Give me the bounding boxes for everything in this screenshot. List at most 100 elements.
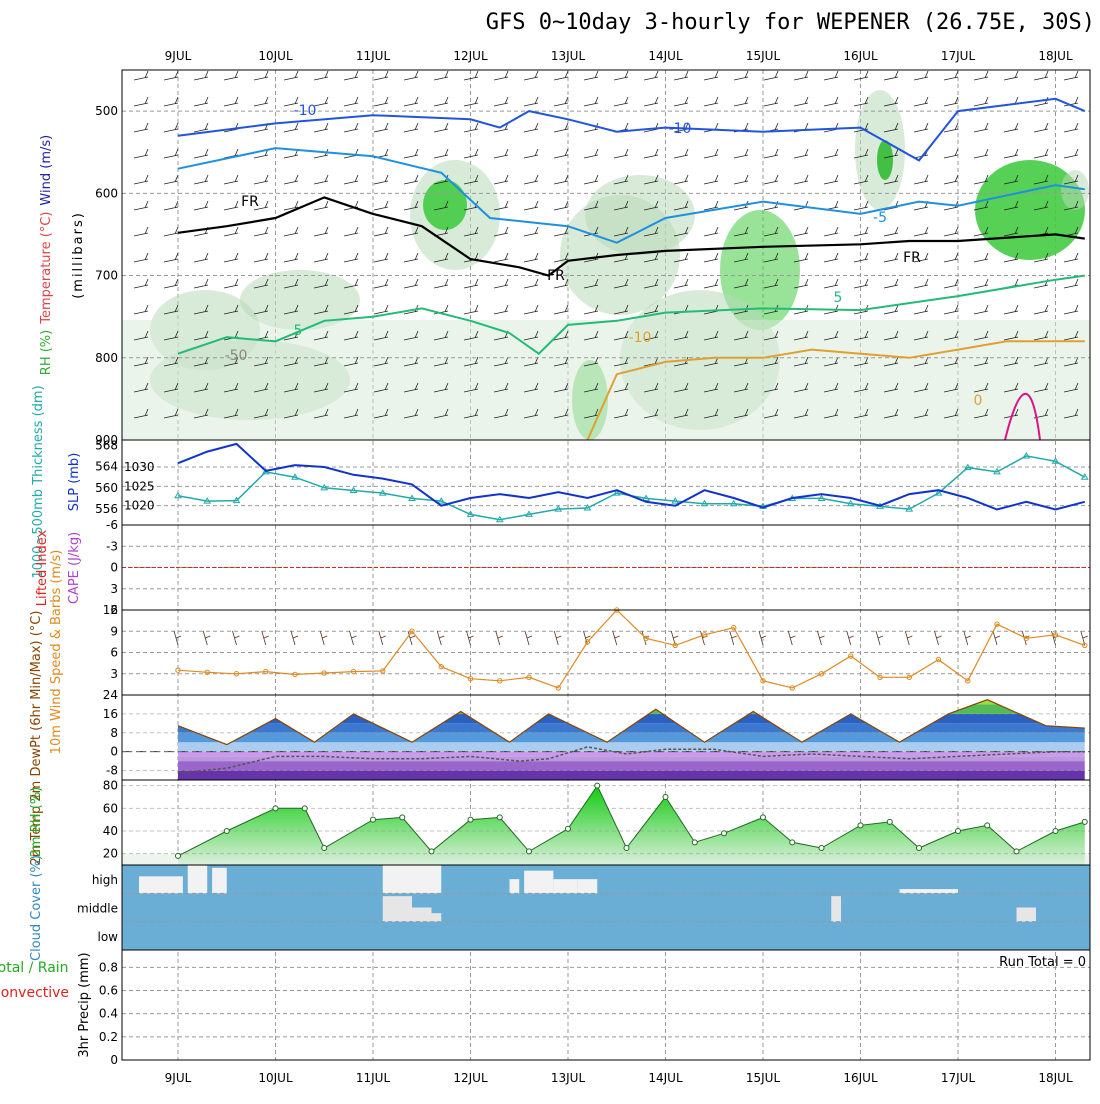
li-tick-label: 3 [110, 582, 118, 596]
wind-barb [913, 304, 929, 315]
pressure-tick-label: 800 [95, 351, 118, 365]
wind-barb [943, 174, 959, 185]
wind-barb-10m [934, 630, 942, 646]
wind-barb [853, 382, 869, 393]
wind-barb [793, 408, 809, 419]
wind-barb [133, 304, 149, 315]
rh-point [916, 845, 922, 851]
wind-barb [703, 252, 719, 263]
thickness-point [495, 515, 504, 523]
wind-barb [853, 148, 869, 159]
wind-barb [493, 200, 509, 211]
wind-barb [1003, 174, 1019, 185]
thickness-point [174, 491, 182, 499]
wind-barb [313, 252, 329, 263]
thickness-point [378, 489, 387, 496]
cloud-level-label: high [92, 873, 118, 887]
thickness-point [1051, 457, 1060, 464]
wind-barb [553, 200, 569, 211]
rh-point [1081, 818, 1088, 825]
wind-barb-10m [261, 630, 269, 646]
thickness-tick-label: 556 [95, 502, 118, 516]
wind-barb [613, 408, 629, 419]
wind-speed-point [438, 663, 444, 670]
wind-barb [343, 356, 359, 367]
wind-barb [673, 70, 689, 81]
wind-barb [613, 304, 629, 315]
wind-speed-point [1023, 635, 1029, 642]
li-tick-label: -3 [106, 539, 118, 553]
wind-barb [613, 96, 629, 107]
wind-barb [463, 148, 479, 159]
wind-barb [643, 96, 659, 107]
wind-barb [703, 382, 719, 393]
wind-speed-point [877, 674, 883, 680]
wind-barb-10m [875, 630, 884, 646]
rh-ylabel: 2m RH (%) [29, 787, 44, 858]
wind-barb [373, 122, 389, 133]
thickness-tick-label: 560 [95, 481, 118, 495]
wind-barb [133, 278, 149, 289]
thickness-point [466, 510, 475, 517]
wind-barb [313, 408, 329, 419]
cloud-mid-block [1016, 907, 1036, 922]
wind-barb [1063, 382, 1079, 393]
wind-barb [343, 382, 359, 393]
wind-barb [643, 252, 659, 263]
wind-barb [313, 382, 329, 393]
wind-speed-point [906, 674, 912, 680]
wind-barb [493, 174, 509, 185]
wind-barb [553, 252, 569, 263]
wind-barb-10m [729, 630, 737, 646]
wind-barb [553, 278, 569, 289]
wind-barb [283, 70, 299, 81]
wind-barb [583, 148, 599, 159]
wind-barb [313, 70, 329, 81]
wind-barb [883, 408, 899, 419]
wind-barb-10m [378, 630, 386, 646]
wind-barb [343, 252, 359, 263]
wind-barb [253, 252, 269, 263]
wind-barb [253, 356, 269, 367]
wind-barb [763, 356, 779, 367]
wind-barb [823, 252, 839, 263]
wind-barb [403, 96, 419, 107]
wind-barb [493, 304, 509, 315]
wind-barb [583, 70, 599, 81]
wind-barb-10m [846, 630, 854, 646]
precip-tick-label: 0.2 [99, 1030, 118, 1044]
dewpt-line [177, 746, 1085, 774]
wind-barb [223, 408, 239, 419]
date-label-top: 12JUL [453, 49, 488, 63]
wind-barb [763, 278, 779, 289]
thickness-point [232, 496, 241, 504]
thickness-point [291, 473, 299, 480]
wind-barb [703, 200, 719, 211]
li-ylabel: Lifted Index [35, 529, 50, 606]
wind-barb [883, 96, 899, 107]
wind-barb [733, 148, 749, 159]
wind-barb [373, 226, 389, 237]
wind-barb [973, 70, 989, 81]
wind-barb [823, 148, 839, 159]
wind-barb [1003, 304, 1019, 315]
wind-barb [523, 252, 539, 263]
wind-barb [463, 122, 479, 133]
date-label-bottom: 17JUL [941, 1071, 976, 1085]
temp-fill [178, 699, 1085, 780]
wind-barb [313, 122, 329, 133]
wind-barb [643, 70, 659, 81]
wind-barb [973, 382, 989, 393]
wind-speed-point [672, 642, 678, 649]
rh-point [370, 816, 376, 823]
wind-barb [913, 174, 929, 185]
wind-barb [973, 96, 989, 107]
wind-barb [433, 148, 449, 159]
wind-barb [523, 70, 539, 81]
cloud-high-block [553, 879, 578, 894]
wind-tick-label: 9 [110, 624, 118, 638]
temp-ylabel: 2m Temp 2m DewPt (6hr Min/Max) (°C) [29, 611, 44, 866]
wind-barb [523, 304, 539, 315]
rh-point [721, 830, 727, 837]
contour-label: 5 [834, 290, 843, 306]
